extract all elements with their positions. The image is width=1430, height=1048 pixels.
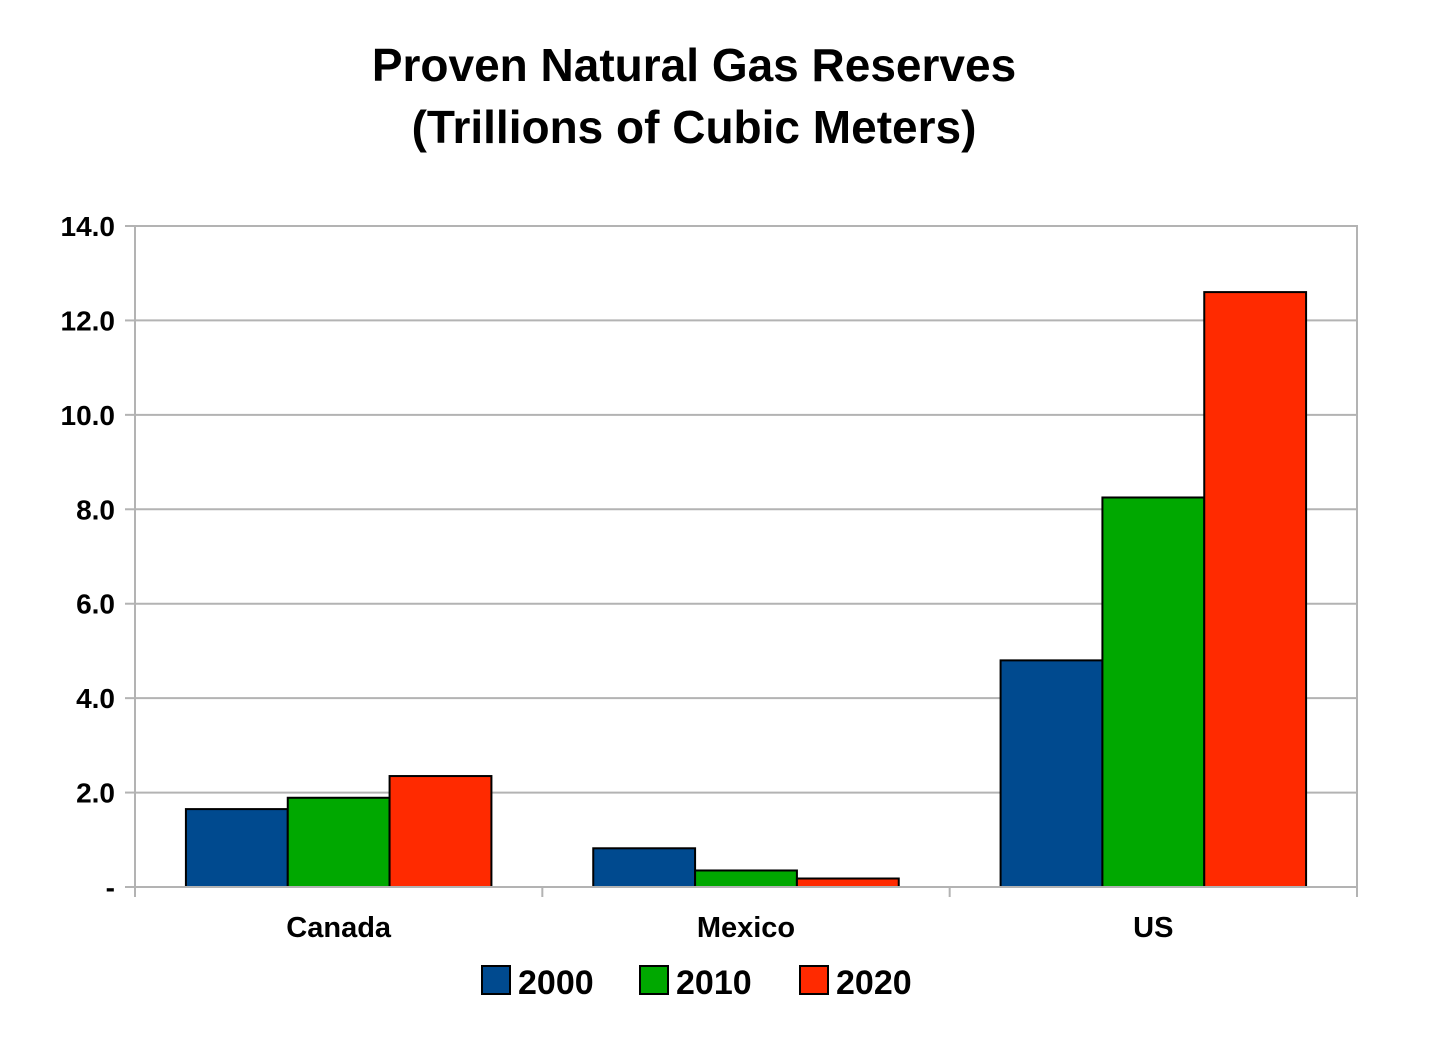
y-tick-label: 8.0 — [76, 494, 115, 525]
chart-title-line-1: Proven Natural Gas Reserves — [371, 39, 1017, 91]
chart-title-line-2: (Trillions of Cubic Meters) — [411, 101, 977, 153]
y-axis-tick-labels: - 2.0 4.0 6.0 8.0 10.0 12.0 14.0 — [61, 211, 116, 903]
bar-mexico-2000 — [592, 847, 697, 889]
y-tick-label: 6.0 — [76, 589, 115, 620]
bar-canada-2020 — [388, 775, 493, 889]
legend-swatch-2000 — [481, 965, 511, 995]
legend-swatch-2020 — [799, 965, 829, 995]
chart-title: Proven Natural Gas Reserves (Trillions o… — [0, 34, 1388, 158]
bar-canada-2010 — [286, 796, 391, 889]
legend-swatch-2010 — [639, 965, 669, 995]
y-tick-label: 12.0 — [61, 305, 116, 336]
y-tick-label: 14.0 — [61, 211, 116, 242]
y-tick-label: 4.0 — [76, 683, 115, 714]
x-category-label: US — [1133, 912, 1173, 944]
legend-label-2020: 2020 — [836, 964, 912, 1002]
axes — [125, 225, 1358, 897]
x-axis-category-labels: Canada Mexico US — [286, 912, 1173, 944]
bar-canada-2000 — [184, 808, 289, 889]
x-category-label: Mexico — [697, 912, 795, 944]
legend: 2000 2010 2020 — [481, 964, 912, 1002]
bar-mexico-2010 — [694, 869, 798, 888]
x-category-label: Canada — [286, 912, 392, 944]
legend-label-2000: 2000 — [518, 964, 594, 1002]
bar-us-2000 — [999, 659, 1104, 888]
bar-us-2010 — [1101, 496, 1206, 888]
y-tick-label: 10.0 — [61, 400, 116, 431]
y-tick-label: 2.0 — [76, 778, 115, 809]
bar-us-2020 — [1203, 291, 1308, 889]
bar-mexico-2020 — [795, 877, 900, 888]
bars — [184, 291, 1308, 889]
legend-label-2010: 2010 — [676, 964, 752, 1002]
y-tick-label: - — [106, 872, 115, 903]
